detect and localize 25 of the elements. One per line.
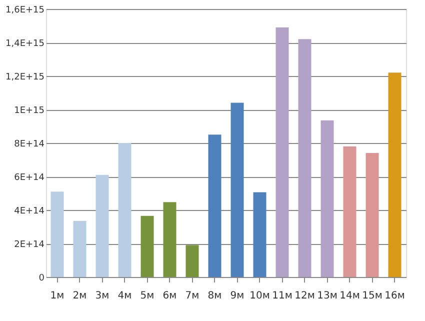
x-tick-label: 16м xyxy=(384,290,405,302)
y-tick-label: 1,6E+15 xyxy=(6,6,44,16)
y-tick-label: 1,2E+15 xyxy=(6,72,44,82)
x-tick-label: 2м xyxy=(72,290,87,302)
x-tick-label: 4м xyxy=(118,290,132,302)
x-tick-label: 9м xyxy=(230,290,244,302)
x-tick-label: 5м xyxy=(140,290,154,302)
x-tick-label: 3м xyxy=(95,290,110,302)
y-tick-label: 6E+14 xyxy=(14,173,45,183)
y-tick-label: 1,4E+15 xyxy=(6,39,44,49)
x-tick-label: 1м xyxy=(50,290,64,302)
x-tick-label: 13м xyxy=(317,290,338,302)
y-tick-label: 1E+15 xyxy=(14,106,44,116)
y-tick-label: 2E+14 xyxy=(14,240,45,250)
x-tick-label: 10м xyxy=(250,290,270,302)
x-tick-label: 12м xyxy=(294,290,315,302)
x-tick-label: 11м xyxy=(272,290,292,302)
x-tick-label: 8м xyxy=(208,290,222,302)
x-tick-label: 6м xyxy=(162,290,177,302)
y-tick-label: 4E+14 xyxy=(14,206,45,216)
y-tick-label: 8E+14 xyxy=(14,140,45,150)
x-tick-label: 7м xyxy=(185,290,200,302)
y-tick-label: 0 xyxy=(38,274,45,284)
x-tick-label: 15м xyxy=(362,290,382,302)
x-tick-label: 14м xyxy=(340,290,360,302)
